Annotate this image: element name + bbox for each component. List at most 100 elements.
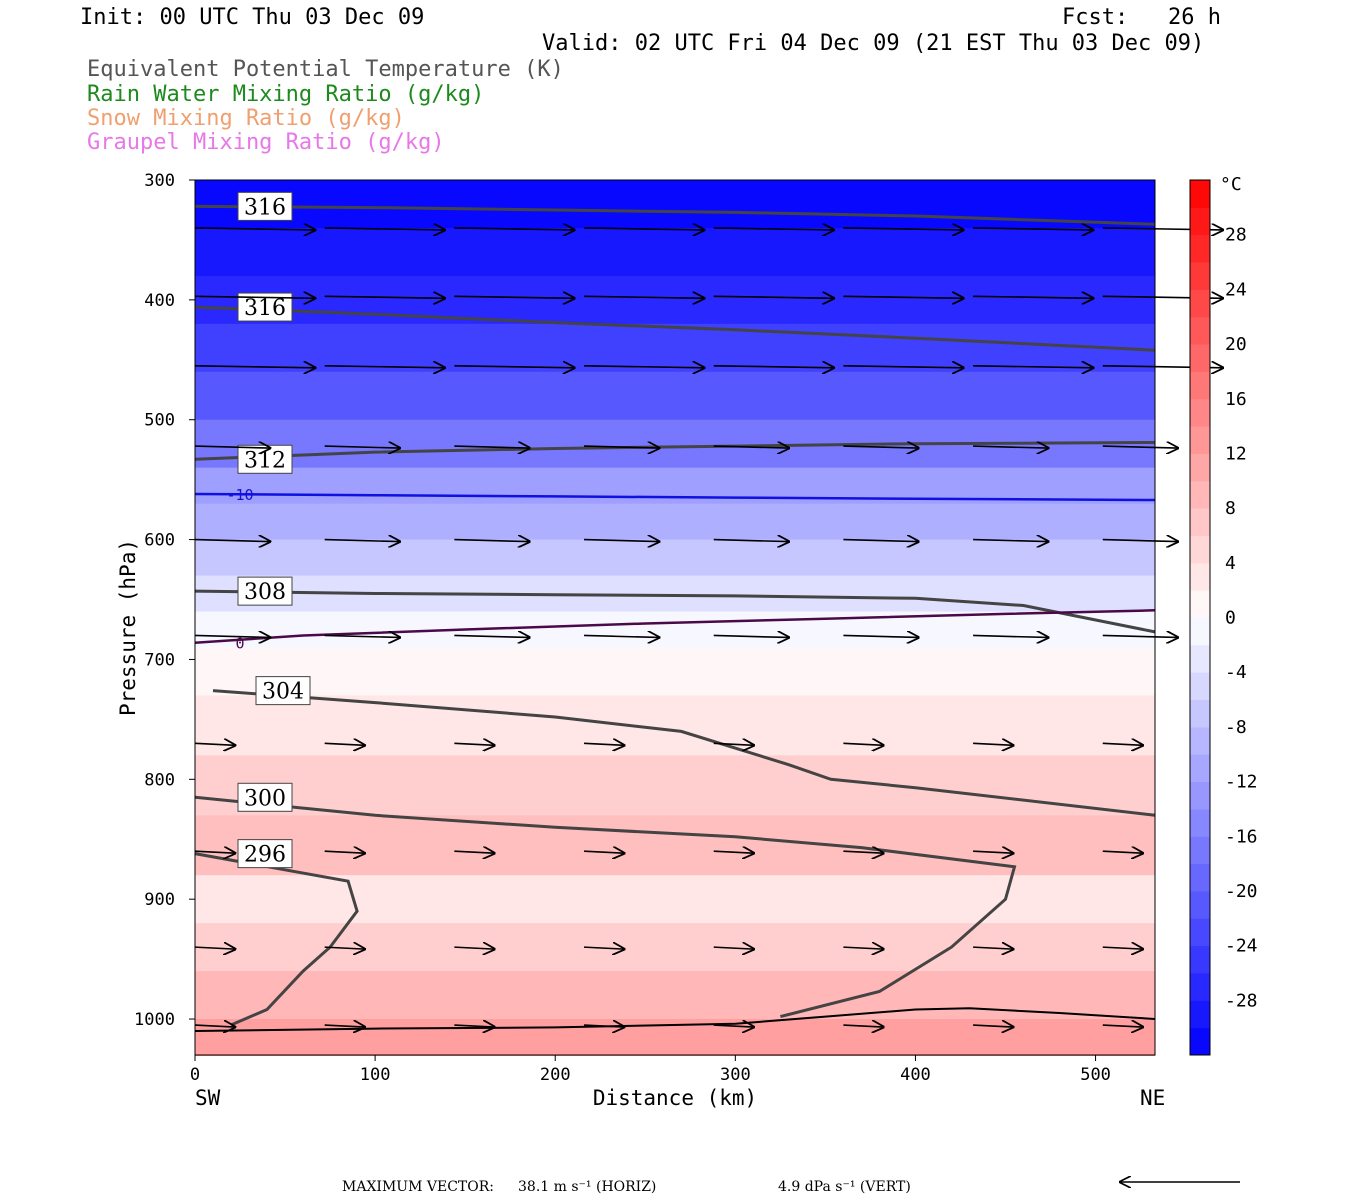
wind-vector xyxy=(324,1025,365,1027)
theta-e-label-text: 304 xyxy=(262,680,304,705)
colorbar-cell xyxy=(1190,1000,1210,1029)
wind-vector xyxy=(324,296,445,298)
wind-vector xyxy=(454,851,494,853)
theta-e-label: 308 xyxy=(237,576,293,606)
x-tick-label: 400 xyxy=(900,1065,931,1085)
y-axis-label: Pressure (hPa) xyxy=(116,539,140,716)
y-tick-label: 600 xyxy=(144,531,175,551)
y-tick-label: 900 xyxy=(144,890,175,910)
temperature-band xyxy=(195,695,1155,757)
colorbar-cell xyxy=(1190,426,1210,454)
x-end-label-left: SW xyxy=(195,1086,221,1110)
temperature-band xyxy=(195,539,1155,577)
y-tick-label: 500 xyxy=(144,411,175,431)
wind-vector xyxy=(973,446,1048,448)
wind-vector xyxy=(324,446,400,448)
wind-vector xyxy=(584,540,659,542)
y-tick-label: 300 xyxy=(144,171,175,191)
colorbar-cell xyxy=(1190,726,1210,755)
wind-vector xyxy=(973,228,1093,230)
field-label-rain: Rain Water Mixing Ratio (g/kg) xyxy=(87,82,485,107)
forecast-hour: Fcst: 26 h xyxy=(1062,5,1221,30)
wind-vector xyxy=(973,635,1048,637)
x-tick-label: 300 xyxy=(720,1065,751,1085)
wind-vector xyxy=(713,540,789,542)
x-tick-label: 500 xyxy=(1080,1065,1111,1085)
wind-vector xyxy=(973,851,1013,853)
colorbar-tick-label: 24 xyxy=(1225,279,1247,300)
colorbar-tick-label: 28 xyxy=(1225,225,1247,246)
wind-vector xyxy=(324,635,400,637)
colorbar-cell xyxy=(1190,617,1210,646)
theta-e-label-box xyxy=(237,782,293,812)
theta-e-label-text: 316 xyxy=(244,296,286,321)
wind-vector xyxy=(843,1025,883,1027)
theta-e-label-text: 316 xyxy=(244,195,286,220)
colorbar-cell xyxy=(1190,207,1210,236)
wind-vector xyxy=(324,851,365,853)
wind-vector xyxy=(973,366,1093,368)
wind-vector xyxy=(324,540,400,542)
wind-vector xyxy=(713,1025,754,1027)
wind-vector xyxy=(454,296,574,298)
wind-vector xyxy=(194,296,315,298)
temperature-band xyxy=(195,371,1155,421)
temperature-band xyxy=(195,227,1155,277)
wind-vector xyxy=(454,446,529,448)
wind-vector xyxy=(843,743,883,745)
temperature-band xyxy=(195,755,1155,817)
colorbar-tick-label: 4 xyxy=(1225,553,1236,574)
colorbar-frame xyxy=(1189,179,1211,1056)
colorbar-tick-label: -20 xyxy=(1225,881,1258,902)
colorbar-cell xyxy=(1190,398,1210,427)
surface-line xyxy=(194,1007,1156,1032)
temperature-band xyxy=(195,971,1155,1021)
colorbar-cell xyxy=(1190,863,1210,892)
wind-vector xyxy=(454,366,574,368)
colorbar-cell xyxy=(1190,699,1210,728)
field-label-snow: Snow Mixing Ratio (g/kg) xyxy=(87,106,405,131)
wind-vector xyxy=(713,851,754,853)
colorbar-cell xyxy=(1190,262,1210,290)
colorbar-cell xyxy=(1190,234,1210,263)
wind-vector xyxy=(1102,540,1178,542)
wind-vector xyxy=(194,540,270,542)
wind-vector xyxy=(584,296,704,298)
colorbar-tick-label: 0 xyxy=(1225,608,1236,629)
theta-e-label-box xyxy=(237,576,293,606)
wind-vector xyxy=(454,540,529,542)
theta-e-label-text: 308 xyxy=(244,580,286,605)
temperature-band xyxy=(195,275,1155,325)
x-tick-label: 200 xyxy=(540,1065,571,1085)
theta-e-contour xyxy=(194,795,1017,1019)
wind-vector xyxy=(584,851,624,853)
field-label-theta-e: Equivalent Potential Temperature (K) xyxy=(87,57,564,82)
colorbar-cell xyxy=(1190,754,1210,783)
wind-vector xyxy=(1102,446,1178,448)
colorbar-tick-label: -16 xyxy=(1225,826,1258,847)
colorbar-tick-label: 20 xyxy=(1225,334,1247,355)
theta-e-contour xyxy=(194,204,1156,226)
y-tick-label: 400 xyxy=(144,291,175,311)
wind-vector xyxy=(973,743,1013,745)
wind-vector xyxy=(584,1025,624,1027)
wind-vector xyxy=(713,635,789,637)
colorbar-tick-label: -8 xyxy=(1225,717,1247,738)
colorbar-cell xyxy=(1190,371,1210,400)
wind-vector xyxy=(713,228,834,230)
wind-vector xyxy=(454,743,494,745)
colorbar-cell xyxy=(1190,972,1210,1001)
wind-vector xyxy=(1102,947,1143,949)
y-tick-label: 700 xyxy=(144,650,175,670)
theta-e-contour xyxy=(194,305,1156,352)
wind-vector xyxy=(454,228,574,230)
colorbar-cell xyxy=(1190,808,1210,837)
init-time: Init: 00 UTC Thu 03 Dec 09 xyxy=(80,5,425,30)
colorbar-tick-label: -28 xyxy=(1225,990,1258,1011)
wind-vector xyxy=(713,366,834,368)
wind-vector xyxy=(713,296,834,298)
wind-vector xyxy=(324,366,445,368)
wind-vector xyxy=(454,635,529,637)
theta-e-label-box xyxy=(237,191,293,221)
colorbar-cell xyxy=(1190,535,1210,564)
